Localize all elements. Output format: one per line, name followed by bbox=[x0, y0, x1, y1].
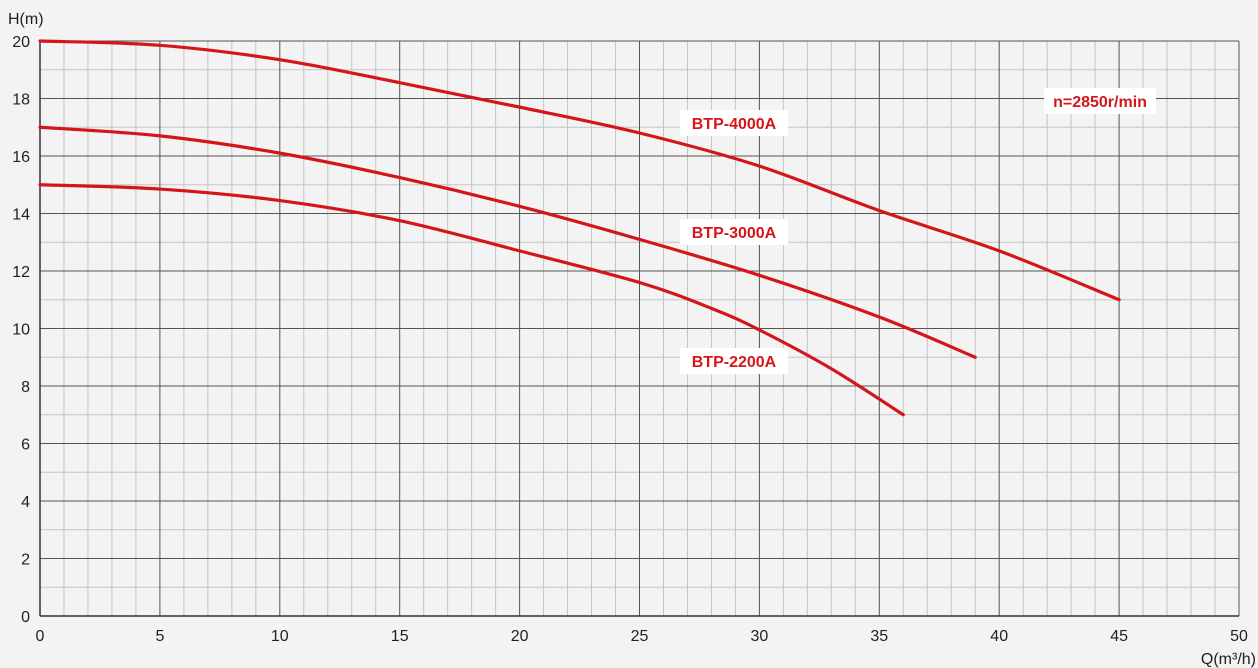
speed-annotation: n=2850r/min bbox=[1044, 88, 1156, 114]
speed-annotation-box bbox=[1044, 88, 1156, 114]
y-tick-label: 18 bbox=[12, 92, 30, 109]
y-tick-label: 12 bbox=[12, 264, 30, 281]
y-tick-label: 0 bbox=[21, 609, 30, 626]
series-line-btp-4000a bbox=[38, 39, 1121, 302]
x-tick-label: 25 bbox=[631, 628, 649, 645]
x-tick-label: 40 bbox=[990, 628, 1008, 645]
series-line-btp-3000a bbox=[38, 125, 977, 359]
x-tick-label: 10 bbox=[271, 628, 289, 645]
series-label-btp-4000a: BTP-4000A bbox=[692, 116, 777, 133]
x-axis-ticks: 0 5 10 15 20 25 30 35 40 45 50 bbox=[36, 628, 1248, 645]
y-tick-label: 8 bbox=[21, 379, 30, 396]
series-label-box-btp-2200a bbox=[680, 348, 788, 374]
series-label-box-btp-3000a bbox=[680, 219, 788, 245]
y-axis-ticks: 0 2 4 6 8 10 12 14 16 18 20 bbox=[12, 34, 30, 626]
x-tick-label: 20 bbox=[511, 628, 529, 645]
x-tick-label: 15 bbox=[391, 628, 409, 645]
y-tick-label: 2 bbox=[21, 552, 30, 569]
speed-annotation-text: n=2850r/min bbox=[1053, 94, 1147, 111]
series-lines bbox=[38, 39, 1121, 417]
x-tick-label: 35 bbox=[870, 628, 888, 645]
y-tick-label: 20 bbox=[12, 34, 30, 51]
major-grid bbox=[39, 40, 1240, 617]
x-tick-label: 50 bbox=[1230, 628, 1248, 645]
y-tick-label: 16 bbox=[12, 149, 30, 166]
x-tick-label: 45 bbox=[1110, 628, 1128, 645]
series-label-btp-2200a: BTP-2200A bbox=[692, 354, 777, 371]
x-tick-label: 5 bbox=[155, 628, 164, 645]
x-axis-title: Q(m³/h) bbox=[1201, 651, 1256, 668]
y-tick-label: 4 bbox=[21, 494, 30, 511]
series-labels: BTP-4000A BTP-3000A BTP-2200A bbox=[680, 110, 788, 374]
x-tick-label: 0 bbox=[36, 628, 45, 645]
y-tick-label: 10 bbox=[12, 322, 30, 339]
y-tick-label: 6 bbox=[21, 437, 30, 454]
y-axis-title: H(m) bbox=[8, 11, 44, 28]
series-label-btp-3000a: BTP-3000A bbox=[692, 225, 777, 242]
y-tick-label: 14 bbox=[12, 207, 30, 224]
series-line-btp-2200a bbox=[38, 183, 905, 417]
x-tick-label: 30 bbox=[751, 628, 769, 645]
series-label-box-btp-4000a bbox=[680, 110, 788, 136]
